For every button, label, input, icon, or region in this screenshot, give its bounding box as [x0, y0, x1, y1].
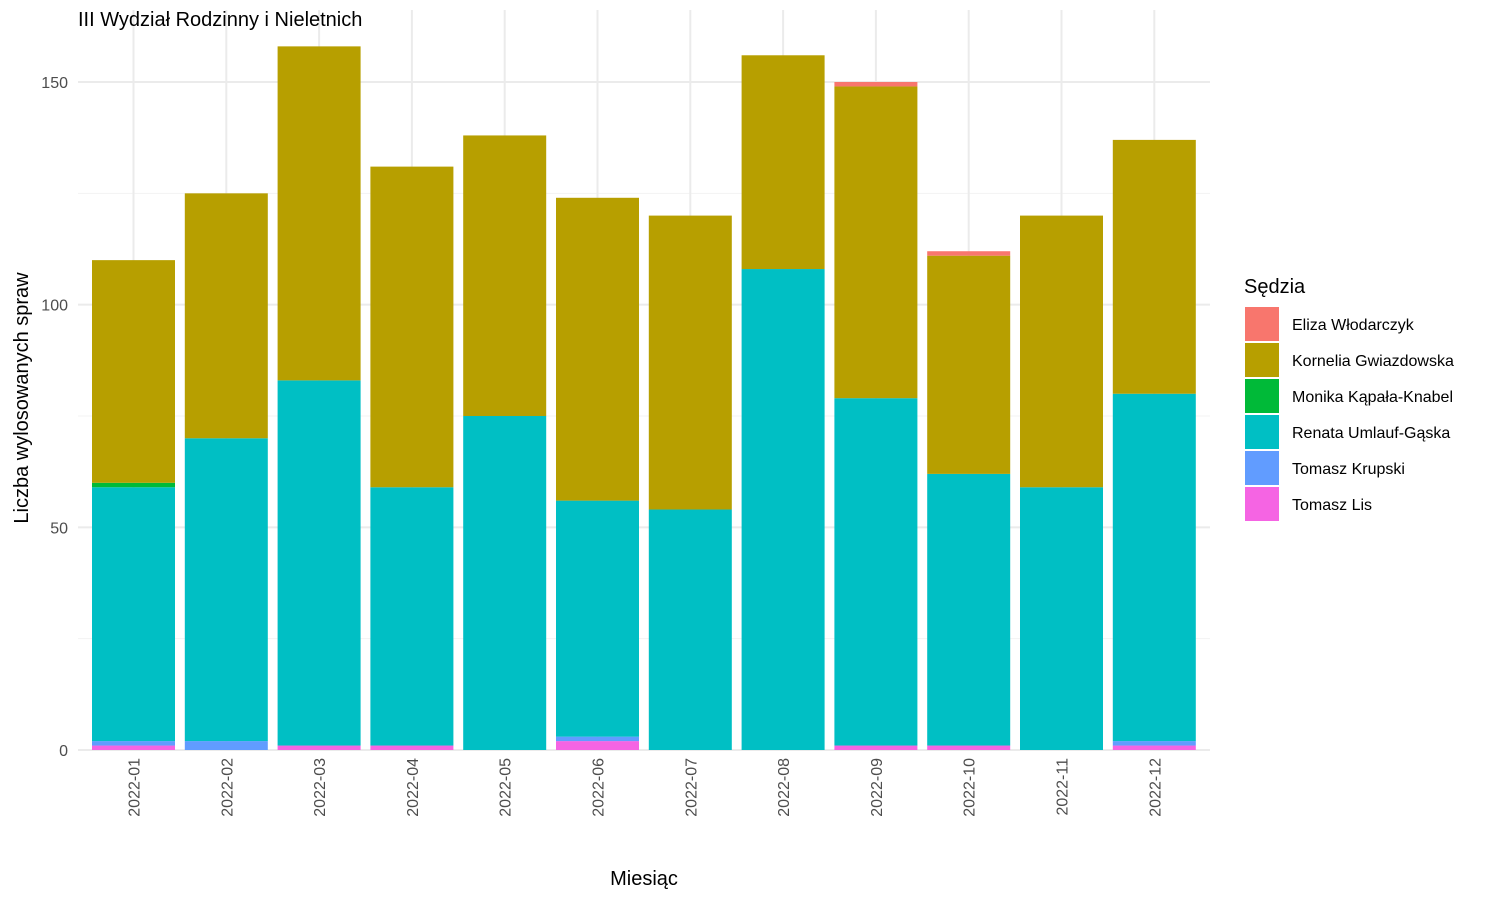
- bars: Tomasz Lis 2022-01: 1Tomasz Krupski 2022…: [92, 46, 1196, 750]
- x-tick-label: 2022-01: [127, 758, 144, 817]
- bar-segment: Tomasz Lis 2022-04: 1: [370, 745, 454, 750]
- bar-segment: Renata Umlauf-Gąska 2022-09: 78: [834, 398, 918, 746]
- bar-segment: Renata Umlauf-Gąska 2022-02: 68: [184, 438, 268, 742]
- bar-segment: Renata Umlauf-Gąska 2022-06: 53: [556, 500, 639, 737]
- y-tick-label: 50: [50, 520, 68, 537]
- bar-segment: Kornelia Gwiazdowska 2022-05: 63: [463, 135, 547, 416]
- legend-label: Tomasz Krupski: [1292, 461, 1405, 478]
- bar-segment: Renata Umlauf-Gąska 2022-04: 58: [370, 487, 454, 746]
- bar-segment: Tomasz Lis 2022-12: 1: [1112, 745, 1196, 750]
- bar-segment: Renata Umlauf-Gąska 2022-12: 78: [1112, 393, 1196, 742]
- bar-segment: Renata Umlauf-Gąska 2022-01: 57: [92, 487, 175, 742]
- bar-segment: Tomasz Lis 2022-03: 1: [277, 745, 361, 750]
- x-axis-ticks: 2022-01 2022-02 2022-03 2022-04 2022-05 2022-…: [127, 758, 1165, 817]
- bar-segment: Renata Umlauf-Gąska 2022-08: 108: [741, 269, 825, 750]
- x-axis-title: Miesiąc: [610, 868, 678, 890]
- bar-segment: Kornelia Gwiazdowska 2022-07: 66: [648, 215, 732, 510]
- x-tick-label: 2022-05: [498, 758, 515, 817]
- bar-segment: Tomasz Lis 2022-10: 1: [927, 745, 1011, 750]
- x-tick-label: 2022-06: [591, 758, 608, 817]
- legend-key: [1245, 451, 1279, 485]
- bar-segment: Tomasz Lis 2022-09: 1: [834, 745, 918, 750]
- legend-label: Eliza Włodarczyk: [1292, 317, 1415, 334]
- bar-segment: Eliza Włodarczyk 2022-10: 1: [927, 251, 1011, 256]
- x-tick-label: 2022-10: [962, 758, 979, 817]
- bar-segment: Tomasz Lis 2022-06: 2: [556, 741, 639, 750]
- bar-segment: Monika Kąpała-Knabel 2022-01: 1: [92, 482, 175, 488]
- bar-segment: Kornelia Gwiazdowska 2022-04: 72: [370, 166, 454, 488]
- bar-segment: Kornelia Gwiazdowska 2022-11: 61: [1020, 215, 1103, 488]
- bar-segment: Eliza Włodarczyk 2022-09: 1: [834, 82, 918, 87]
- bar-segment: Tomasz Krupski 2022-02: 2: [184, 741, 268, 750]
- bar-segment: Renata Umlauf-Gąska 2022-05: 75: [463, 416, 547, 750]
- legend-key: [1245, 487, 1279, 521]
- y-tick-label: 0: [59, 743, 68, 760]
- bar-segment: Kornelia Gwiazdowska 2022-02: 55: [184, 193, 268, 439]
- bar-segment: Tomasz Krupski 2022-01: 1: [92, 741, 175, 746]
- legend-label: Monika Kąpała-Knabel: [1292, 389, 1453, 406]
- bar-segment: Tomasz Krupski 2022-06: 1: [556, 736, 639, 742]
- legend-key: [1245, 415, 1279, 449]
- x-tick-label: 2022-02: [219, 758, 236, 817]
- bar-segment: Renata Umlauf-Gąska 2022-07: 54: [648, 509, 732, 750]
- bar-segment: Renata Umlauf-Gąska 2022-03: 82: [277, 380, 361, 746]
- legend-key: [1245, 307, 1279, 341]
- x-tick-label: 2022-08: [776, 758, 793, 817]
- x-tick-label: 2022-04: [405, 758, 422, 817]
- x-tick-label: 2022-09: [869, 758, 886, 817]
- legend-label: Kornelia Gwiazdowska: [1292, 353, 1454, 370]
- chart-title: III Wydział Rodzinny i Nieletnich: [78, 9, 362, 31]
- bar-segment: Kornelia Gwiazdowska 2022-03: 75: [277, 46, 361, 381]
- legend-title: Sędzia: [1244, 276, 1306, 298]
- legend-key: [1245, 343, 1279, 377]
- y-tick-label: 150: [41, 75, 68, 92]
- legend-key: [1245, 379, 1279, 413]
- x-tick-label: 2022-12: [1147, 758, 1164, 817]
- bar-segment: Renata Umlauf-Gąska 2022-10: 61: [927, 473, 1011, 746]
- bar-segment: Kornelia Gwiazdowska 2022-08: 48: [741, 55, 825, 270]
- x-tick-label: 2022-07: [683, 758, 700, 817]
- bar-segment: Kornelia Gwiazdowska 2022-06: 68: [556, 197, 639, 501]
- legend-label: Tomasz Lis: [1292, 497, 1372, 514]
- bar-segment: Renata Umlauf-Gąska 2022-11: 59: [1020, 487, 1103, 750]
- bar-segment: Kornelia Gwiazdowska 2022-09: 70: [834, 86, 918, 399]
- legend-label: Renata Umlauf-Gąska: [1292, 425, 1450, 442]
- y-axis-ticks: 0 50 100 150: [41, 75, 68, 760]
- y-tick-label: 100: [41, 298, 68, 315]
- bar-segment: Kornelia Gwiazdowska 2022-01: 50: [92, 260, 175, 483]
- bar-segment: Kornelia Gwiazdowska 2022-12: 57: [1112, 139, 1196, 394]
- legend: Sędzia Eliza Włodarczyk Kornelia Gwiazdow…: [1244, 276, 1454, 521]
- bar-segment: Kornelia Gwiazdowska 2022-10: 49: [927, 255, 1011, 474]
- bar-segment: Tomasz Krupski 2022-12: 1: [1112, 741, 1196, 746]
- bar-segment: Tomasz Lis 2022-01: 1: [92, 745, 175, 750]
- y-axis-title: Liczba wylosowanych spraw: [11, 272, 33, 524]
- x-tick-label: 2022-03: [312, 758, 329, 817]
- x-tick-label: 2022-11: [1055, 758, 1072, 816]
